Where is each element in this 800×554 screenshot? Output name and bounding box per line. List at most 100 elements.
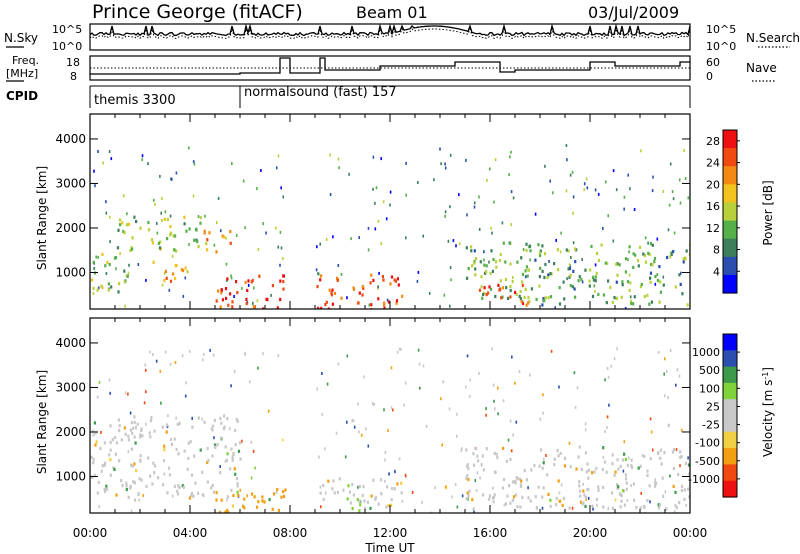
velocity-echo xyxy=(493,399,495,403)
velocity-region-0 xyxy=(207,458,210,463)
velocity-region-0 xyxy=(124,432,127,436)
velocity-region-4 xyxy=(466,491,469,495)
velocity-region-0 xyxy=(166,491,169,495)
power-region-6 xyxy=(636,259,640,263)
velocity-echo xyxy=(252,449,255,453)
freq-line xyxy=(90,57,690,75)
velocity-region-4 xyxy=(523,468,526,473)
velocity-echo xyxy=(390,406,393,410)
velocity-region-2 xyxy=(319,491,322,495)
power-echo xyxy=(156,231,159,235)
velocity-frame xyxy=(89,317,691,514)
velocity-region-0 xyxy=(125,487,128,492)
power-colorbar-tick-label: 28 xyxy=(706,135,720,148)
power-region-0 xyxy=(92,286,95,291)
velocity-echo xyxy=(191,416,193,420)
velocity-echo xyxy=(606,367,609,370)
power-echo xyxy=(280,246,283,250)
power-region-6 xyxy=(479,260,482,264)
power-echo xyxy=(244,226,246,230)
velocity-region-1 xyxy=(280,495,283,499)
velocity-region-0 xyxy=(120,478,123,483)
power-region-6 xyxy=(649,242,652,246)
power-echo xyxy=(385,217,388,221)
velocity-region-4 xyxy=(557,454,560,458)
y-tick-label: 1000 xyxy=(55,469,86,483)
velocity-echo xyxy=(607,375,610,379)
velocity-region-2 xyxy=(342,488,345,492)
power-region-5 xyxy=(361,284,364,289)
power-echo xyxy=(687,196,690,200)
power-region-6 xyxy=(553,262,556,266)
power-region-6 xyxy=(499,279,502,283)
power-region-6 xyxy=(538,284,541,288)
velocity-region-1 xyxy=(224,510,227,513)
power-region-6 xyxy=(624,270,627,274)
power-echo xyxy=(386,298,389,302)
power-region-5 xyxy=(336,278,339,282)
noise-left-label: N.Sky xyxy=(4,31,38,45)
velocity-echo xyxy=(511,355,513,359)
velocity-region-4 xyxy=(680,488,683,493)
velocity-region-0 xyxy=(175,447,178,451)
velocity-region-0 xyxy=(152,461,155,465)
power-echo xyxy=(612,239,615,243)
power-region-1 xyxy=(174,234,177,238)
power-region-4 xyxy=(282,279,285,284)
velocity-region-4 xyxy=(688,472,690,476)
velocity-region-0 xyxy=(132,480,135,484)
power-region-7 xyxy=(488,285,491,289)
power-region-0 xyxy=(123,280,126,284)
power-region-6 xyxy=(466,276,469,280)
power-colorbar-segment xyxy=(723,274,737,294)
velocity-region-4 xyxy=(686,487,690,491)
velocity-region-0 xyxy=(130,421,133,425)
velocity-region-0 xyxy=(211,454,214,458)
power-echo xyxy=(405,236,407,240)
power-region-5 xyxy=(331,302,334,306)
power-echo xyxy=(555,238,557,242)
velocity-region-0 xyxy=(169,437,173,441)
velocity-echo xyxy=(201,358,204,362)
power-echo xyxy=(585,177,588,181)
velocity-region-1 xyxy=(242,504,245,508)
velocity-region-0 xyxy=(139,459,142,463)
power-region-1 xyxy=(117,228,120,232)
velocity-region-4 xyxy=(619,505,622,509)
velocity-region-4 xyxy=(496,456,499,460)
velocity-region-4 xyxy=(672,484,675,488)
velocity-region-2 xyxy=(331,487,334,491)
velocity-region-4 xyxy=(493,470,497,474)
power-region-0 xyxy=(123,269,126,273)
velocity-region-4 xyxy=(519,505,522,509)
power-region-6 xyxy=(573,287,576,291)
velocity-region-0 xyxy=(90,475,93,479)
velocity-echo xyxy=(267,409,270,413)
velocity-echo xyxy=(574,405,577,409)
power-region-6 xyxy=(502,241,505,245)
power-echo xyxy=(569,173,572,177)
power-region-0 xyxy=(108,263,111,267)
power-echo xyxy=(153,198,155,202)
power-region-5 xyxy=(352,287,356,291)
power-region-6 xyxy=(485,270,488,274)
velocity-echo xyxy=(649,500,651,504)
velocity-region-1 xyxy=(255,505,259,509)
velocity-echo xyxy=(281,438,284,442)
power-region-6 xyxy=(633,295,636,299)
y-tick-label: 2000 xyxy=(55,425,86,439)
power-echo xyxy=(581,280,584,284)
power-region-1 xyxy=(185,229,188,233)
power-region-6 xyxy=(653,256,657,261)
velocity-region-0 xyxy=(173,437,176,441)
velocity-echo xyxy=(250,440,253,444)
velocity-region-2 xyxy=(372,478,375,482)
velocity-region-0 xyxy=(149,419,153,423)
power-region-5 xyxy=(325,300,328,304)
power-echo xyxy=(230,276,233,280)
velocity-echo xyxy=(550,349,553,353)
velocity-region-4 xyxy=(620,494,623,498)
power-region-6 xyxy=(523,295,526,300)
power-region-4 xyxy=(231,305,234,309)
velocity-echo xyxy=(399,347,402,351)
